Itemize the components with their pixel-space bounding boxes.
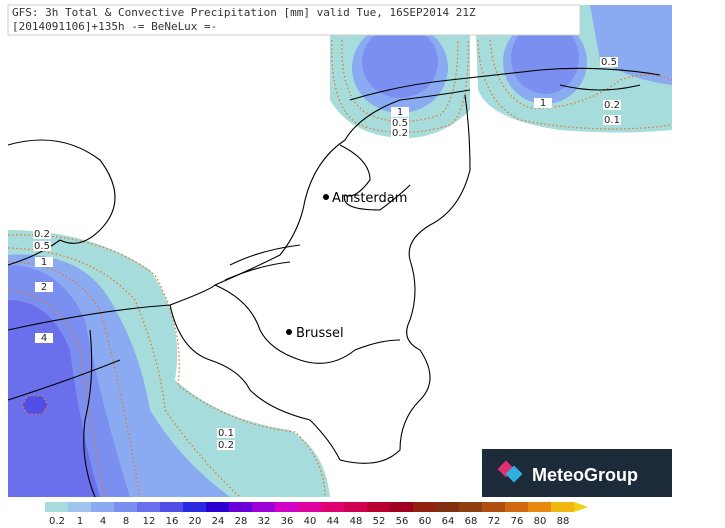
legend-label: 32 [258, 516, 271, 527]
legend-label: 36 [281, 516, 294, 527]
borders [7, 67, 661, 498]
legend-swatch [45, 502, 68, 512]
city-dot [286, 329, 292, 335]
legend-label: 1 [77, 516, 83, 527]
legend-swatch [91, 502, 114, 512]
legend-swatch [298, 502, 321, 512]
legend-swatch [505, 502, 528, 512]
legend-swatch [436, 502, 459, 512]
contour-label-bg [600, 57, 618, 67]
logo-icon [497, 460, 523, 483]
legend-swatch [528, 502, 551, 512]
legend-label: 28 [235, 516, 248, 527]
contour-label-bg [391, 128, 409, 138]
legend-label: 8 [123, 516, 129, 527]
legend-swatch [390, 502, 413, 512]
legend-label: 40 [304, 516, 317, 527]
contour-label: 1 [540, 98, 546, 109]
contour-label: 0.2 [218, 440, 234, 451]
legend-label: 72 [488, 516, 501, 527]
contour-label: 0.5 [601, 57, 617, 68]
legend-label: 60 [419, 516, 432, 527]
city-label: Amsterdam [332, 191, 407, 206]
contour-label: 0.2 [604, 100, 620, 111]
contour-label: 4 [41, 333, 47, 344]
contour-label-bg [603, 115, 621, 125]
legend-swatch [229, 502, 252, 512]
precip-fields [8, 5, 672, 497]
legend-swatch [183, 502, 206, 512]
legend-label: 76 [511, 516, 524, 527]
legend-swatch [206, 502, 229, 512]
contour-label-bg [33, 241, 51, 251]
legend-label: 16 [166, 516, 179, 527]
legend-label: 12 [143, 516, 156, 527]
contour-label: 1 [41, 257, 47, 268]
contour-label: 0.1 [604, 115, 620, 126]
legend-label: 20 [189, 516, 202, 527]
contour-label: 0.2 [392, 128, 408, 139]
contour-label-bg [603, 100, 621, 110]
contour-label-bg [391, 118, 409, 128]
legend-swatch [459, 502, 482, 512]
legend-arrow [574, 502, 588, 512]
legend-swatch [68, 502, 91, 512]
contour-label: 2 [41, 282, 47, 293]
legend-swatch [252, 502, 275, 512]
contour-label: 0.5 [392, 118, 408, 129]
legend-swatch [413, 502, 436, 512]
legend-swatch [275, 502, 298, 512]
contour-label-bg [534, 98, 552, 108]
legend-swatch [321, 502, 344, 512]
contour-label: 0.1 [218, 428, 234, 439]
contour-label-bg [35, 257, 53, 267]
header-line: GFS: 3h Total & Convective Precipitation… [12, 6, 476, 19]
city-dot [323, 194, 329, 200]
legend-label: 4 [100, 516, 106, 527]
legend-label: 80 [534, 516, 547, 527]
legend-label: 56 [396, 516, 409, 527]
legend-label: 44 [327, 516, 340, 527]
legend-label: 52 [373, 516, 386, 527]
legend-label: 68 [465, 516, 478, 527]
legend-swatch [482, 502, 505, 512]
contour-label-bg [217, 428, 235, 438]
contour-label: 0.2 [34, 229, 50, 240]
legend-label: 24 [212, 516, 225, 527]
legend-swatch [344, 502, 367, 512]
contour-label-bg [35, 282, 53, 292]
logo-text: MeteoGroup [532, 465, 638, 485]
contour-label-bg [391, 107, 409, 117]
legend-label: 0.2 [49, 516, 65, 527]
contour-label: 1 [397, 107, 403, 118]
legend-label: 48 [350, 516, 363, 527]
legend-label: 64 [442, 516, 455, 527]
legend-swatch [367, 502, 390, 512]
contour-label-bg [35, 333, 53, 343]
header-line: [2014091106]+135h -= BeNeLux =- [12, 20, 217, 33]
legend-swatch [551, 502, 574, 512]
contour-label: 0.5 [34, 241, 50, 252]
legend-swatch [137, 502, 160, 512]
legend-swatch [160, 502, 183, 512]
legend-label: 88 [557, 516, 570, 527]
legend-swatch [114, 502, 137, 512]
contour-label-bg [33, 229, 51, 239]
contour-label-bg [217, 440, 235, 450]
city-label: Brussel [296, 326, 344, 341]
header-box [7, 4, 581, 36]
